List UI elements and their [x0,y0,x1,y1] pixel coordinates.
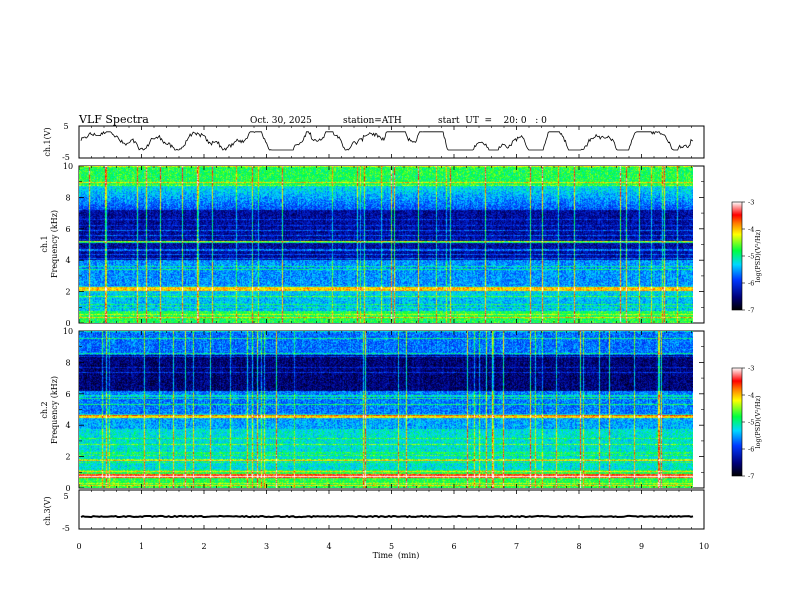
time-tick-label: 6 [451,542,456,551]
frequency-tick-label: 2 [65,453,70,462]
time-tick-label: 9 [639,542,644,551]
ch2-spectrogram-yticks: 0 2 4 6 8 10 [63,327,704,493]
frequency-tick-label: 0 [65,319,70,328]
ch1-colorbar [731,201,743,311]
time-tick-label: 4 [326,542,331,551]
colorbar-tick-label: -6 [748,280,754,288]
frequency-tick-label: 8 [65,358,70,367]
time-tick-label: 1 [139,542,144,551]
ch1-spectrogram-yticks: 0 2 4 6 8 10 [63,162,704,328]
start-time-label: start UT = 20: 0 : 0 [438,116,547,126]
ch1-timeseries-panel: 5 -5 ch.1(V) [43,122,705,162]
ch2-colorbar [731,367,743,477]
ch1-ytick-bottom: -5 [62,153,70,162]
frequency-tick-label: 0 [65,484,70,493]
ch3-ytick-top: 5 [63,492,68,501]
ch1-frequency-label: Frequency (kHz) [50,210,59,278]
time-tick-label: 0 [76,542,81,551]
frequency-tick-label: 4 [65,421,70,430]
frequency-tick-label: 6 [65,225,70,234]
ch3-waveform [80,514,694,519]
frequency-tick-label: 2 [65,288,70,297]
time-axis-tick-labels: 0 1 2 3 4 5 6 7 8 9 10 [76,542,709,551]
station-label: station=ATH [343,116,402,126]
ch3-xticks [78,490,705,529]
ch1-frame [78,125,705,159]
ch2-colorbar-ticks: -3 -4 -5 -6 -7 [742,365,754,481]
time-axis-label: Time (min) [373,551,420,560]
ch2-spectrogram-image [79,331,693,488]
ch1-channel-label: ch.1 [40,235,49,252]
ch1-xticks [78,126,705,158]
time-tick-label: 10 [699,542,709,551]
ch3-timeseries-panel: 5 -5 ch.3(V) [43,489,705,533]
colorbar-tick-label: -5 [748,419,754,427]
colorbar-tick-label: -3 [748,199,754,207]
frequency-tick-label: 6 [65,390,70,399]
time-tick-label: 2 [201,542,206,551]
ch1-waveform [80,130,694,151]
colorbar-tick-label: -4 [748,392,754,400]
ch2-colorbar-label: log(PSD)(V²/Hz) [754,395,762,448]
time-tick-label: 8 [576,542,581,551]
frequency-tick-label: 10 [63,327,73,336]
ch1-colorbar-ticks: -3 -4 -5 -6 -7 [742,199,754,315]
colorbar-tick-label: -7 [748,473,754,481]
colorbar-tick-label: -3 [748,365,754,373]
ch1-spectrogram-image [79,166,693,323]
time-tick-label: 3 [264,542,269,551]
ch1-colorbar-label: log(PSD)(V²/Hz) [754,229,762,282]
ch1-ytick-top: 5 [63,122,68,131]
date-label: Oct. 30, 2025 [250,116,312,126]
colorbar-tick-label: -6 [748,446,754,454]
frequency-tick-label: 8 [65,193,70,202]
ch3-frame [78,489,705,530]
figure-title: VLF Spectra [78,113,149,126]
ch3-ytick-bottom: -5 [62,524,70,533]
colorbar-tick-label: -7 [748,307,754,315]
ch2-channel-label: ch.2 [40,401,49,418]
time-tick-label: 7 [514,542,519,551]
colorbar-tick-label: -5 [748,253,754,261]
ch1-ylabel: ch.1(V) [43,127,52,156]
ch3-ylabel: ch.3(V) [43,496,52,525]
ch2-frequency-label: Frequency (kHz) [50,376,59,444]
frequency-tick-label: 4 [65,256,70,265]
frequency-tick-label: 10 [63,162,73,171]
colorbar-tick-label: -4 [748,226,754,234]
time-tick-label: 5 [389,542,394,551]
